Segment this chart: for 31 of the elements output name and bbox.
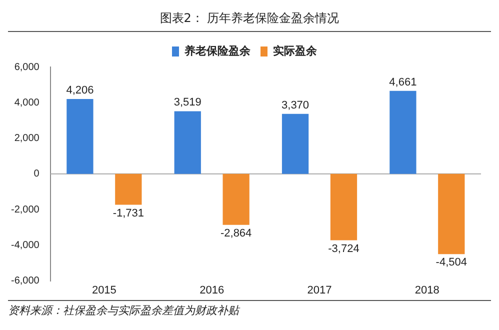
x-tick-label: 2016 [200,284,224,296]
data-label: 4,206 [66,84,94,96]
x-tick-label: 2018 [414,284,440,296]
data-label: -3,724 [328,242,360,255]
y-tick-label: -6,000 [10,276,40,287]
text: 资料来源：社保盈余与实际盈余差值为财政补贴 [8,300,491,318]
data-label: 3,519 [174,96,202,109]
data-label: -1,731 [112,207,144,220]
y-tick-label: 6,000 [14,62,40,73]
x-tick-label: 2017 [307,284,332,296]
x-tick-label: 2015 [92,284,116,296]
bar [115,174,142,205]
bar [438,174,465,254]
data-label: -4,504 [436,256,467,269]
bar [282,114,309,174]
bar [174,111,201,174]
data-label: 3,370 [282,99,310,112]
legend-label: 养老保险盈余 [184,44,252,58]
y-tick-label: 2,000 [14,133,40,144]
legend-label: 实际盈余 [273,44,318,58]
bar [222,174,250,225]
chart-title: 图表2： 历年养老保险金盈余情况 [8,8,491,32]
y-tick-label: -4,000 [10,240,40,251]
y-tick-label: -2,000 [10,204,40,216]
data-label: 4,661 [389,76,417,88]
y-tick-label: 4,000 [14,97,40,108]
bar [390,90,416,174]
bar [330,174,358,240]
data-label: -2,864 [220,227,252,240]
y-tick-label: 0 [34,168,40,180]
bar [66,98,94,174]
